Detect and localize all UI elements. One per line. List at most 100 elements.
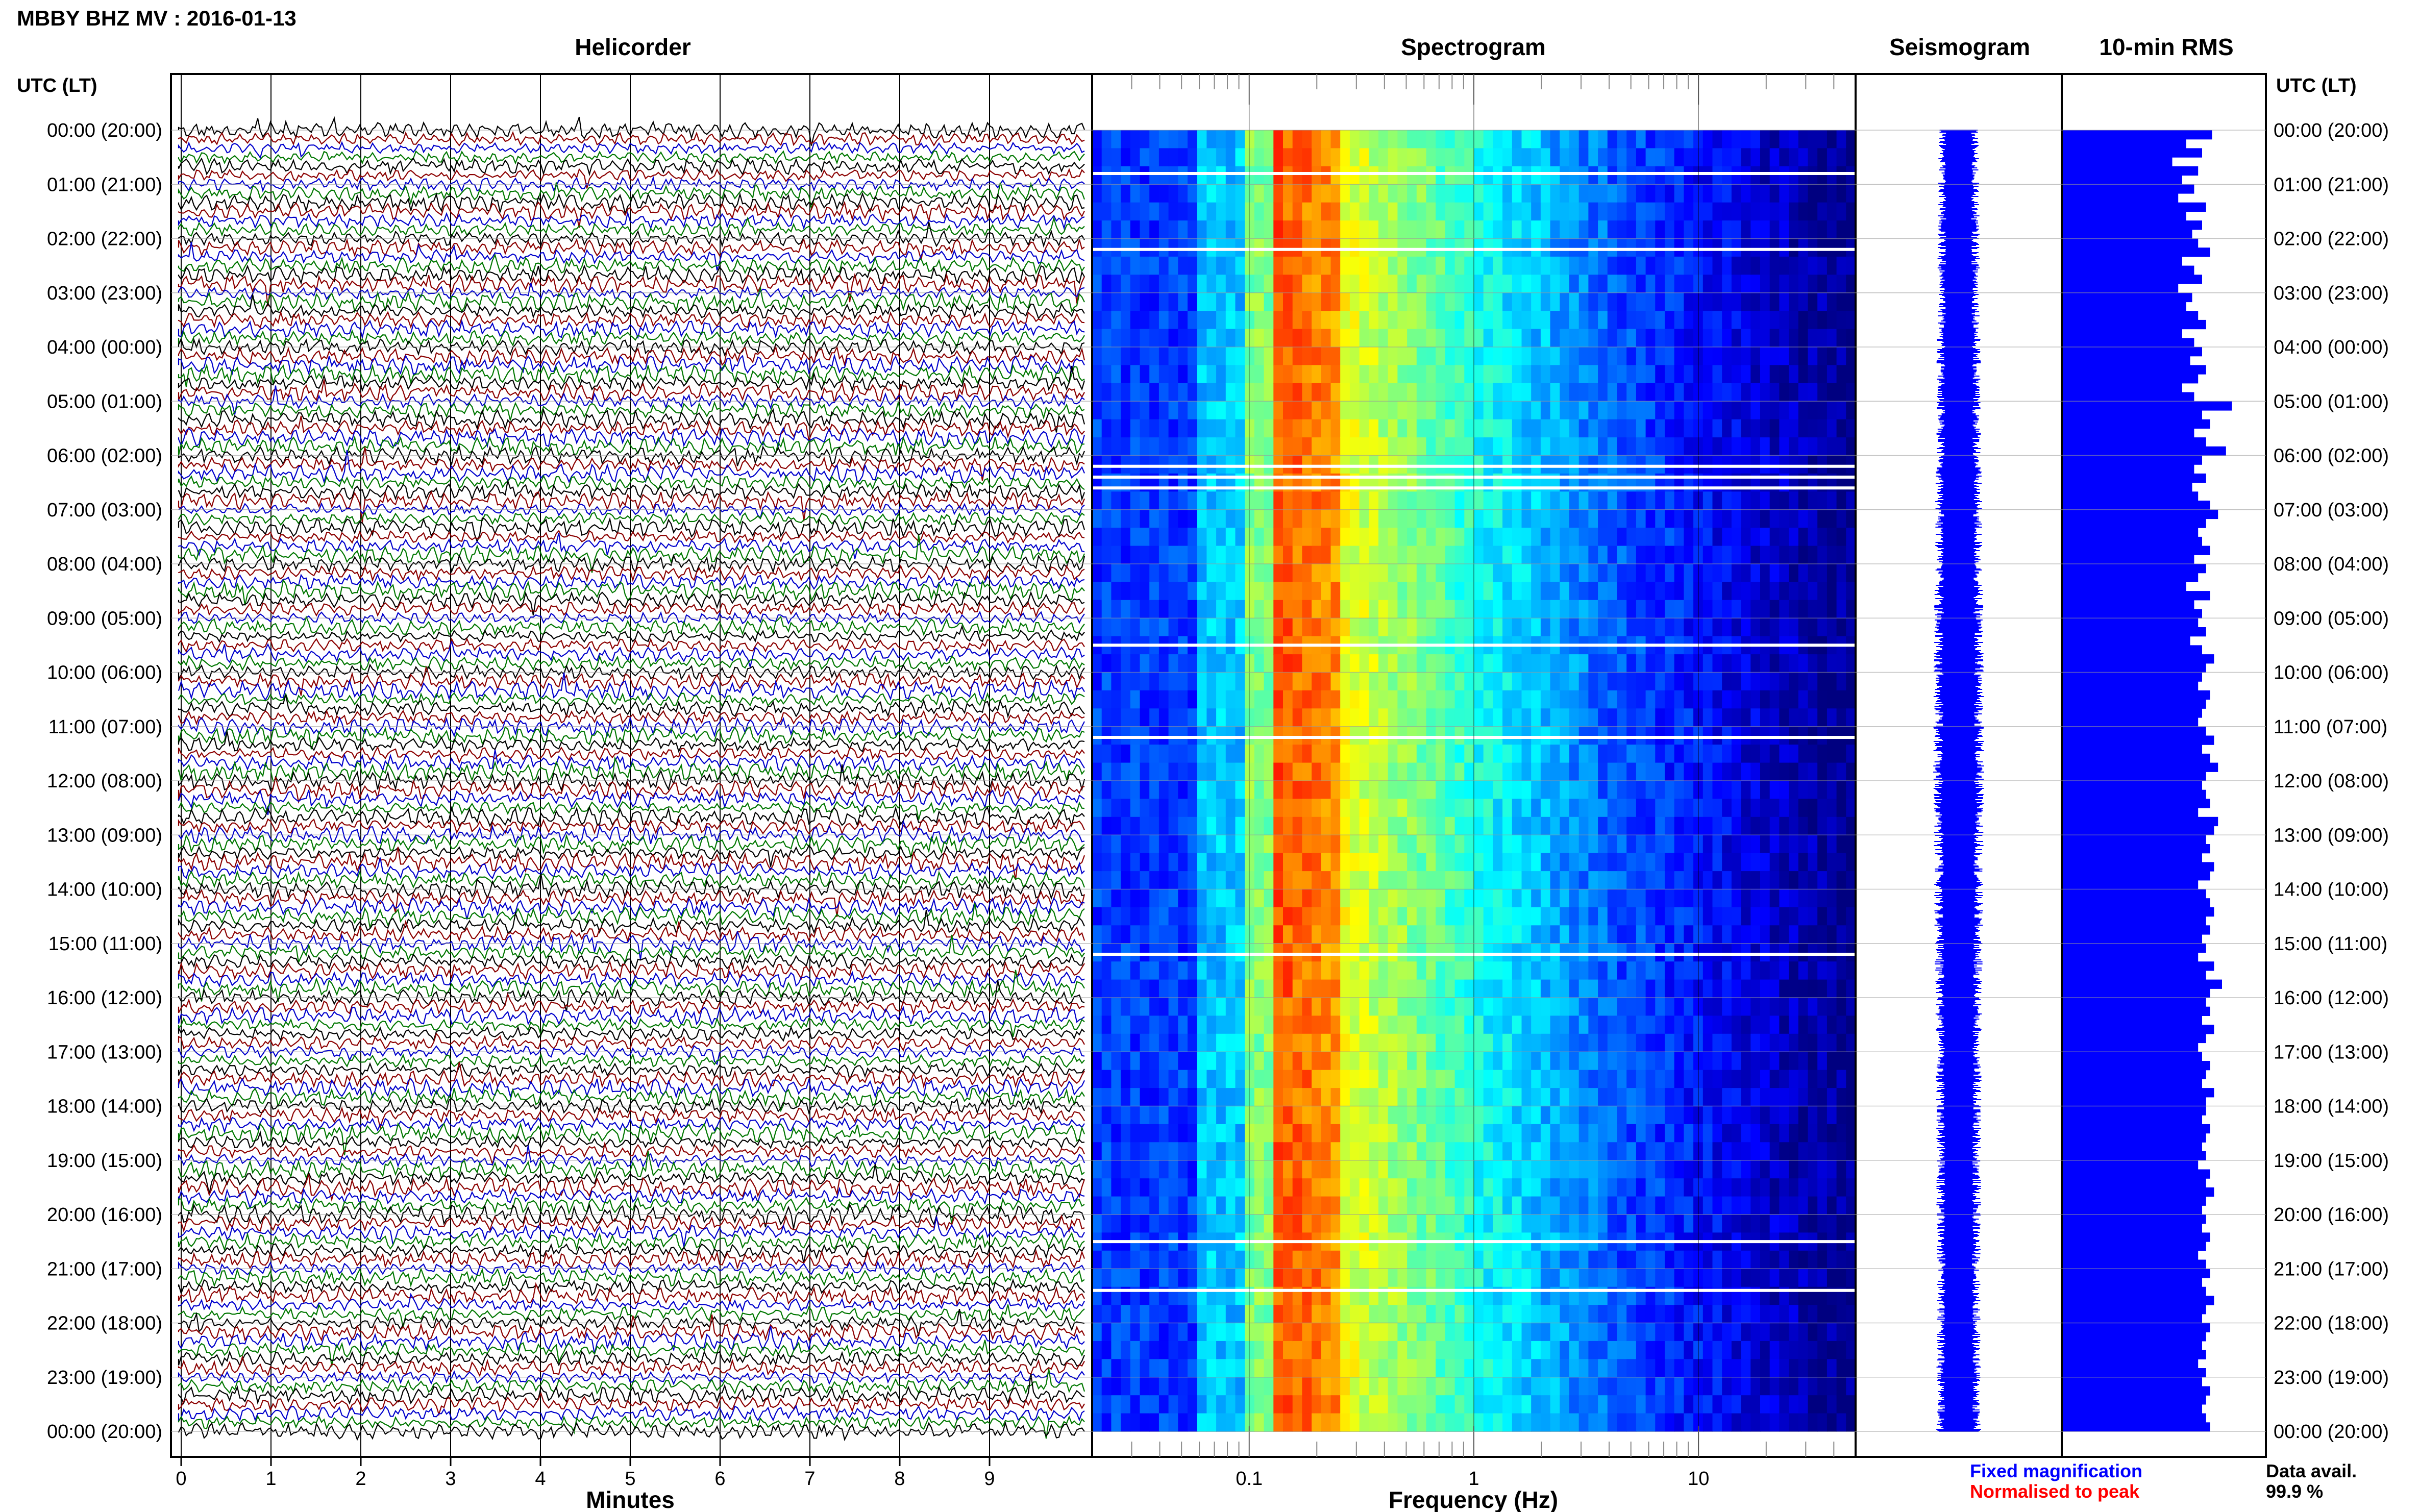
spectrogram-cell bbox=[1588, 1052, 1598, 1071]
spectrogram-cell bbox=[1722, 726, 1732, 745]
spectrogram-cell bbox=[1426, 509, 1436, 528]
spectrogram-cell bbox=[1158, 1178, 1169, 1197]
spectrogram-cell bbox=[1588, 799, 1598, 817]
spectrogram-cell bbox=[1684, 672, 1694, 691]
spectrogram-cell bbox=[1626, 1052, 1637, 1071]
spectrogram-cell bbox=[1092, 311, 1102, 330]
spectrogram-cell bbox=[1588, 925, 1598, 944]
spectrogram-cell bbox=[1168, 1323, 1179, 1342]
spectrogram-cell bbox=[1607, 1395, 1618, 1414]
spectrogram-cell bbox=[1426, 1178, 1436, 1197]
spectrogram-cell bbox=[1330, 1160, 1341, 1179]
spectrogram-cell bbox=[1121, 889, 1131, 908]
spectrogram-cell bbox=[1617, 1413, 1627, 1432]
spectrogram-cell bbox=[1540, 943, 1551, 962]
spectrogram-cell bbox=[1130, 202, 1141, 221]
spectrogram-cell bbox=[1273, 383, 1283, 402]
spectrogram-cell bbox=[1149, 1160, 1159, 1179]
spectrogram-cell bbox=[1245, 1196, 1255, 1215]
spectrogram-cell bbox=[1550, 1359, 1561, 1378]
spectrogram-cell bbox=[1464, 582, 1474, 601]
spectrogram-cell bbox=[1235, 401, 1245, 420]
spectrogram-cell bbox=[1578, 238, 1589, 257]
spectrogram-cell bbox=[1722, 509, 1732, 528]
spectrogram-cell bbox=[1111, 781, 1121, 800]
spectrogram-cell bbox=[1550, 1178, 1561, 1197]
spectrogram-cell bbox=[1197, 564, 1207, 583]
spectrogram-cell bbox=[1588, 600, 1598, 618]
spectrogram-cell bbox=[1302, 455, 1312, 474]
spectrogram-cell bbox=[1158, 1070, 1169, 1088]
spectrogram-cell bbox=[1684, 1106, 1694, 1125]
spectrogram-cell bbox=[1188, 528, 1198, 547]
spectrogram-cell bbox=[1245, 835, 1255, 854]
spectrogram-cell bbox=[1407, 256, 1417, 276]
spectrogram-cell bbox=[1483, 347, 1494, 366]
spectrogram-cell bbox=[1645, 1214, 1656, 1233]
spectrogram-cell bbox=[1636, 835, 1646, 854]
spectrogram-cell bbox=[1349, 943, 1360, 962]
spectrogram-cell bbox=[1149, 835, 1159, 854]
spectrogram-cell bbox=[1130, 871, 1141, 890]
spectrogram-cell bbox=[1436, 998, 1446, 1017]
spectrogram-cell bbox=[1436, 184, 1446, 203]
spectrogram-cell bbox=[1617, 1015, 1627, 1034]
spectrogram-cell bbox=[1645, 907, 1656, 926]
spectrogram-cell bbox=[1340, 1088, 1350, 1107]
spectrogram-cell bbox=[1312, 509, 1322, 528]
spectrogram-cell bbox=[1560, 1323, 1570, 1342]
spectrogram-cell bbox=[1235, 292, 1245, 311]
spectrogram-cell bbox=[1388, 618, 1398, 637]
spectrogram-cell bbox=[1235, 943, 1245, 962]
spectrogram-cell bbox=[1626, 781, 1637, 800]
spectrogram-cell bbox=[1684, 943, 1694, 962]
spectrogram-cell bbox=[1378, 256, 1389, 276]
spectrogram-cell bbox=[1312, 455, 1322, 474]
spectrogram-cell bbox=[1321, 1269, 1331, 1287]
spectrogram-cell bbox=[1607, 925, 1618, 944]
spectrogram-cell bbox=[1273, 275, 1283, 293]
spectrogram-cell bbox=[1302, 1015, 1312, 1034]
spectrogram-cell bbox=[1330, 745, 1341, 763]
spectrogram-cell bbox=[1273, 1377, 1283, 1396]
spectrogram-cell bbox=[1578, 871, 1589, 890]
spectrogram-cell bbox=[1359, 853, 1370, 872]
spectrogram-cell bbox=[1454, 1341, 1465, 1360]
spectrogram-cell bbox=[1674, 1214, 1685, 1233]
spectrogram-cell bbox=[1388, 708, 1398, 727]
spectrogram-cell bbox=[1321, 1106, 1331, 1125]
spectrogram-cell bbox=[1550, 582, 1561, 601]
spectrogram-cell bbox=[1426, 690, 1436, 709]
spectrogram-cell bbox=[1607, 419, 1618, 438]
spectrogram-cell bbox=[1674, 546, 1685, 564]
spectrogram-cell bbox=[1178, 1178, 1188, 1197]
spectrogram-cell bbox=[1225, 889, 1236, 908]
spectrogram-cell bbox=[1512, 455, 1522, 474]
spectrogram-cell bbox=[1321, 1178, 1331, 1197]
spectrogram-cell bbox=[1750, 329, 1761, 348]
spectrogram-cell bbox=[1560, 455, 1570, 474]
spectrogram-cell bbox=[1388, 528, 1398, 547]
spectrogram-cell bbox=[1340, 1323, 1350, 1342]
spectrogram-cell bbox=[1407, 907, 1417, 926]
spectrogram-cell bbox=[1645, 979, 1656, 998]
spectrogram-cell bbox=[1245, 708, 1255, 727]
spectrogram-cell bbox=[1340, 347, 1350, 366]
spectrogram-cell bbox=[1521, 654, 1532, 673]
spectrogram-cell bbox=[1245, 166, 1255, 185]
spectrogram-cell bbox=[1712, 455, 1722, 474]
spectrogram-cell bbox=[1483, 1106, 1494, 1125]
spectrogram-cell bbox=[1206, 582, 1217, 601]
spectrogram-cell bbox=[1598, 961, 1608, 980]
spectrogram-cell bbox=[1454, 238, 1465, 257]
spectrogram-cell bbox=[1674, 1070, 1685, 1088]
spectrogram-cell bbox=[1474, 1250, 1484, 1269]
spectrogram-cell bbox=[1540, 238, 1551, 257]
spectrogram-cell bbox=[1197, 925, 1207, 944]
spectrogram-cell bbox=[1197, 184, 1207, 203]
spectrogram-cell bbox=[1254, 925, 1265, 944]
spectrogram-cell bbox=[1655, 220, 1665, 239]
spectrogram-cell bbox=[1235, 148, 1245, 167]
spectrogram-cell bbox=[1321, 1214, 1331, 1233]
spectrogram-cell bbox=[1130, 311, 1141, 330]
